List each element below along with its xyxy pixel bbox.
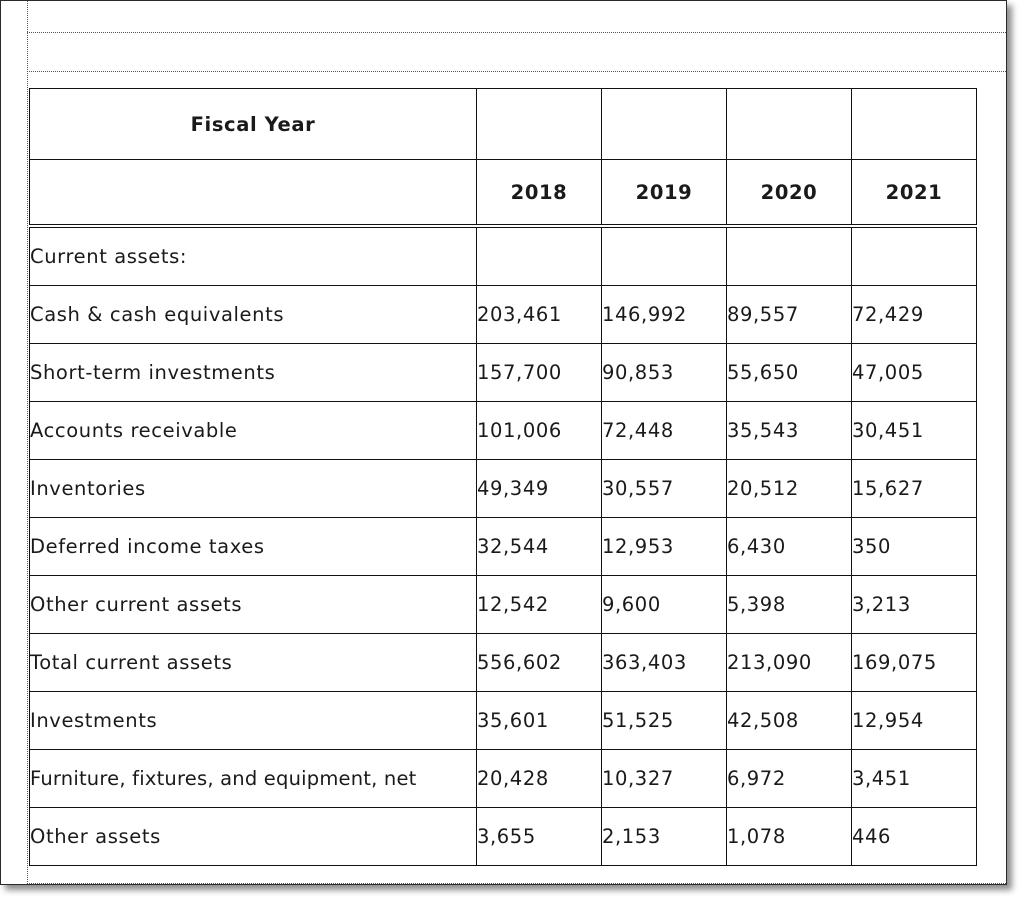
- fiscal-year-header: Fiscal Year: [29, 88, 477, 160]
- value-cell: 47,005: [851, 343, 977, 402]
- value-cell: 55,650: [726, 343, 852, 402]
- value-cell: 72,429: [851, 285, 977, 344]
- value-cell: 6,972: [726, 749, 852, 808]
- row-label: Accounts receivable: [29, 401, 477, 460]
- header-empty-cell: [726, 88, 852, 160]
- table-row: Total current assets 556,602 363,403 213…: [29, 633, 977, 692]
- header-row-years: 2018 2019 2020 2021: [29, 159, 977, 228]
- value-cell: 146,992: [601, 285, 727, 344]
- row-label: Short-term investments: [29, 343, 477, 402]
- value-cell: 169,075: [851, 633, 977, 692]
- value-cell: 49,349: [476, 459, 602, 518]
- value-cell: 6,430: [726, 517, 852, 576]
- empty-cell: [476, 225, 602, 286]
- value-cell: 12,953: [601, 517, 727, 576]
- value-cell: 30,451: [851, 401, 977, 460]
- value-cell: 203,461: [476, 285, 602, 344]
- value-cell: 2,153: [601, 807, 727, 866]
- value-cell: 32,544: [476, 517, 602, 576]
- margin-guide-top: [27, 32, 1006, 33]
- margin-guide-bottom: [27, 883, 1006, 884]
- header-empty-cell: [29, 159, 477, 228]
- value-cell: 446: [851, 807, 977, 866]
- row-label: Cash & cash equivalents: [29, 285, 477, 344]
- table-row: Deferred income taxes 32,544 12,953 6,43…: [29, 517, 977, 576]
- table-row: Furniture, fixtures, and equipment, net …: [29, 749, 977, 808]
- header-empty-cell: [601, 88, 727, 160]
- margin-guide-header: [27, 71, 1006, 72]
- margin-guide-left: [27, 1, 28, 884]
- empty-cell: [726, 225, 852, 286]
- value-cell: 101,006: [476, 401, 602, 460]
- header-row-fiscal-year: Fiscal Year: [29, 88, 977, 160]
- value-cell: 42,508: [726, 691, 852, 750]
- table-row: Investments 35,601 51,525 42,508 12,954: [29, 691, 977, 750]
- year-header: 2020: [726, 159, 852, 228]
- row-label: Deferred income taxes: [29, 517, 477, 576]
- value-cell: 12,542: [476, 575, 602, 634]
- balance-sheet-table: Fiscal Year 2018 2019 2020 2021 Current …: [29, 88, 977, 866]
- value-cell: 1,078: [726, 807, 852, 866]
- value-cell: 89,557: [726, 285, 852, 344]
- table-row: Accounts receivable 101,006 72,448 35,54…: [29, 401, 977, 460]
- value-cell: 213,090: [726, 633, 852, 692]
- value-cell: 35,543: [726, 401, 852, 460]
- value-cell: 72,448: [601, 401, 727, 460]
- section-row: Current assets:: [29, 225, 977, 286]
- row-label: Other assets: [29, 807, 477, 866]
- value-cell: 20,512: [726, 459, 852, 518]
- section-label: Current assets:: [29, 225, 477, 286]
- header-empty-cell: [851, 88, 977, 160]
- year-header: 2019: [601, 159, 727, 228]
- value-cell: 3,655: [476, 807, 602, 866]
- empty-cell: [851, 225, 977, 286]
- table-row: Short-term investments 157,700 90,853 55…: [29, 343, 977, 402]
- row-label: Total current assets: [29, 633, 477, 692]
- value-cell: 20,428: [476, 749, 602, 808]
- empty-cell: [601, 225, 727, 286]
- year-header: 2021: [851, 159, 977, 228]
- value-cell: 15,627: [851, 459, 977, 518]
- value-cell: 5,398: [726, 575, 852, 634]
- table-row: Other current assets 12,542 9,600 5,398 …: [29, 575, 977, 634]
- value-cell: 30,557: [601, 459, 727, 518]
- value-cell: 363,403: [601, 633, 727, 692]
- year-header: 2018: [476, 159, 602, 228]
- table-row: Inventories 49,349 30,557 20,512 15,627: [29, 459, 977, 518]
- header-empty-cell: [476, 88, 602, 160]
- row-label: Other current assets: [29, 575, 477, 634]
- value-cell: 3,213: [851, 575, 977, 634]
- value-cell: 35,601: [476, 691, 602, 750]
- table-row: Cash & cash equivalents 203,461 146,992 …: [29, 285, 977, 344]
- row-label: Inventories: [29, 459, 477, 518]
- document-page: Fiscal Year 2018 2019 2020 2021 Current …: [0, 0, 1007, 885]
- value-cell: 90,853: [601, 343, 727, 402]
- value-cell: 3,451: [851, 749, 977, 808]
- row-label: Furniture, fixtures, and equipment, net: [29, 749, 477, 808]
- value-cell: 10,327: [601, 749, 727, 808]
- table-row: Other assets 3,655 2,153 1,078 446: [29, 807, 977, 866]
- value-cell: 9,600: [601, 575, 727, 634]
- value-cell: 51,525: [601, 691, 727, 750]
- row-label: Investments: [29, 691, 477, 750]
- value-cell: 157,700: [476, 343, 602, 402]
- value-cell: 350: [851, 517, 977, 576]
- value-cell: 12,954: [851, 691, 977, 750]
- value-cell: 556,602: [476, 633, 602, 692]
